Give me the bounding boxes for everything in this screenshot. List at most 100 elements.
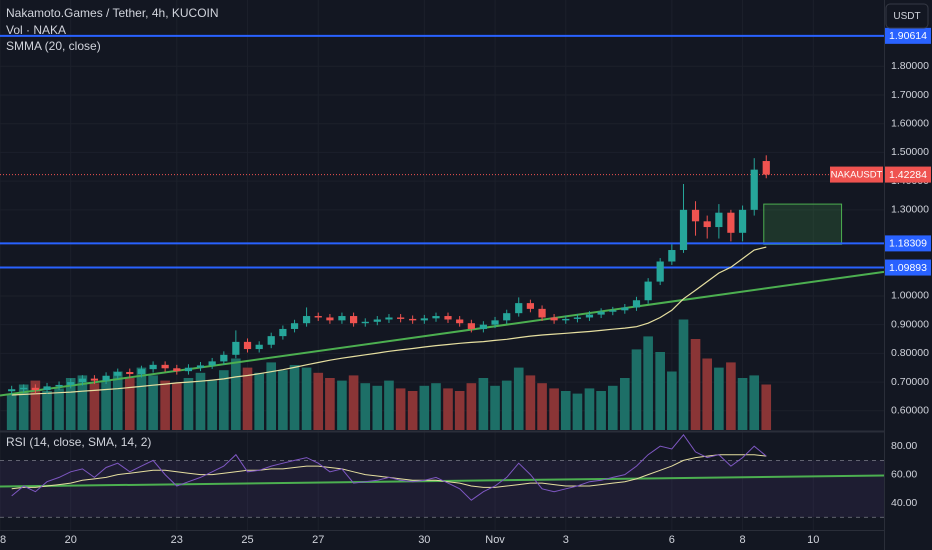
candle-body xyxy=(609,310,617,312)
currency[interactable]: USDT xyxy=(893,11,920,22)
volume-bar xyxy=(207,380,217,430)
volume-bar xyxy=(301,367,312,430)
y-tick-label: 1.60000 xyxy=(891,117,929,129)
volume-bar xyxy=(584,388,595,430)
candle-body xyxy=(668,250,676,262)
rsi-tick-label: 60.00 xyxy=(891,468,917,480)
volume-bar xyxy=(749,375,760,430)
current-price-label-bg xyxy=(885,166,931,183)
zone xyxy=(763,203,843,245)
candle-body xyxy=(479,324,487,329)
candle-body xyxy=(644,281,652,301)
candle-body xyxy=(632,300,641,308)
volume-bar xyxy=(171,383,182,430)
x-tick-label: 6 xyxy=(669,534,675,546)
x-tick-label: 18 xyxy=(0,534,6,546)
price-label-bg xyxy=(885,235,931,252)
x-tick-label: 27 xyxy=(312,534,324,546)
volume-bar xyxy=(537,383,547,430)
x-tick-label: 20 xyxy=(65,534,77,546)
volume-bar xyxy=(372,385,383,430)
candle-body xyxy=(762,161,770,175)
volume-bar xyxy=(101,380,111,430)
x-tick-label: 3 xyxy=(563,534,569,546)
candle-body xyxy=(538,308,546,318)
grid xyxy=(0,0,884,530)
rsi-line xyxy=(11,433,767,501)
currency-button[interactable] xyxy=(885,3,929,29)
volume-bar xyxy=(160,380,170,430)
candle-body xyxy=(255,344,263,350)
volume-bar xyxy=(407,391,418,430)
volume-bar xyxy=(266,362,277,430)
candle-body xyxy=(409,318,417,321)
volume-bar xyxy=(360,383,371,430)
candle-body xyxy=(550,317,558,321)
volume-bar xyxy=(254,372,264,430)
y-tick-label: 1.70000 xyxy=(891,89,929,101)
symbol-label: NAKAUSDT xyxy=(831,170,883,181)
volume-bar xyxy=(395,388,406,430)
candle-body xyxy=(397,317,405,319)
volume-legend: Vol · NAKA xyxy=(6,23,66,37)
volume-bar xyxy=(77,375,88,430)
candle-body xyxy=(373,319,381,322)
candle-body xyxy=(573,317,582,319)
candle-body xyxy=(420,318,428,321)
price-label-bg xyxy=(885,259,931,276)
candle-body xyxy=(456,319,464,324)
candle-body xyxy=(715,212,723,228)
candle-body xyxy=(467,323,475,329)
volume-bar xyxy=(348,375,359,430)
candle-body xyxy=(184,367,193,372)
back-layer xyxy=(0,203,884,518)
price-label: 1.18309 xyxy=(889,238,927,250)
volume-bar xyxy=(596,391,606,430)
volume-bar xyxy=(761,384,772,430)
volume-bar xyxy=(195,372,206,430)
candle-body xyxy=(31,387,39,391)
trend-line xyxy=(0,270,885,397)
candle-body xyxy=(220,354,228,362)
candle-body xyxy=(691,209,700,222)
candle-body xyxy=(267,336,275,345)
volume-bar xyxy=(607,385,618,430)
volume-bar xyxy=(560,391,571,430)
volume-bar xyxy=(313,372,324,430)
price-label: 1.90614 xyxy=(889,30,927,42)
x-tick-label: Nov xyxy=(485,534,505,546)
x-tick-label: 25 xyxy=(241,534,253,546)
symbol-label-bg xyxy=(830,166,883,183)
candle-body xyxy=(173,368,181,372)
volume-bar xyxy=(690,339,701,430)
candle-body xyxy=(562,318,570,321)
volume-bar xyxy=(136,367,147,430)
candle-body xyxy=(597,311,605,315)
candle-body xyxy=(361,321,369,324)
candle-body xyxy=(290,323,299,329)
volume-bar xyxy=(384,380,394,430)
candle-body xyxy=(137,369,146,375)
volume-bar xyxy=(183,378,194,430)
candle-body xyxy=(126,372,134,375)
volume-bar xyxy=(431,383,441,430)
volume-bar xyxy=(454,391,465,430)
volume-bar xyxy=(242,367,253,430)
y-tick-label: 1.30000 xyxy=(891,204,929,216)
rsi-band xyxy=(0,460,884,518)
candle-body xyxy=(161,364,169,369)
candle-body xyxy=(149,364,157,370)
volume-bar xyxy=(572,393,583,430)
volume-bar xyxy=(325,378,335,430)
volume-bar xyxy=(6,393,17,430)
volume-bar xyxy=(501,380,512,430)
candle-body xyxy=(102,375,110,381)
volume-bar xyxy=(490,385,500,430)
candle-body xyxy=(243,341,252,350)
candle-body xyxy=(67,382,75,385)
candle-body xyxy=(385,317,393,320)
volume-bar xyxy=(726,362,736,430)
volume-bar xyxy=(631,349,642,430)
series-layer xyxy=(0,34,885,501)
